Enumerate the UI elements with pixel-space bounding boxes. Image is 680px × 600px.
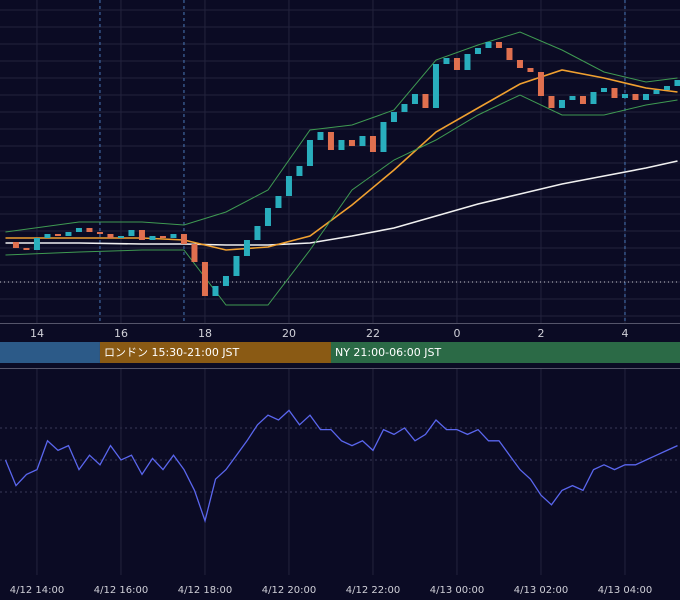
candle: [317, 132, 324, 140]
session-band: [99, 342, 331, 363]
candle: [138, 230, 145, 240]
x-tick-label: 4/12 18:00: [178, 585, 232, 596]
indicator-line: [5, 160, 678, 246]
candle: [390, 112, 397, 122]
candle: [191, 244, 198, 262]
candle: [369, 136, 376, 152]
x-tick-label: 18: [198, 327, 212, 340]
session-band: [330, 342, 680, 363]
candle: [348, 140, 355, 146]
candle: [264, 208, 271, 226]
candle: [411, 94, 418, 104]
session-label: NY 21:00-06:00 JST: [335, 346, 442, 359]
candle: [600, 88, 607, 92]
candle: [54, 234, 61, 236]
candle: [201, 262, 208, 296]
candle: [537, 72, 544, 96]
indicator-line: [5, 94, 678, 306]
candle: [590, 92, 597, 104]
candle: [117, 236, 124, 238]
candle: [233, 256, 240, 276]
candle: [527, 68, 534, 72]
x-tick-label: 4/12 22:00: [346, 585, 400, 596]
candle: [306, 140, 313, 166]
x-tick-label: 4/12 14:00: [10, 585, 64, 596]
x-tick-label: 20: [282, 327, 296, 340]
candle: [65, 232, 72, 236]
candle: [285, 176, 292, 196]
candle: [212, 286, 219, 296]
candle: [443, 58, 450, 64]
indicator-line: [5, 31, 678, 233]
candle: [485, 42, 492, 48]
candle: [432, 64, 439, 108]
candle: [569, 96, 576, 100]
candle: [621, 94, 628, 98]
x-tick-label: 14: [30, 327, 44, 340]
candle: [23, 248, 30, 250]
candle: [96, 232, 103, 234]
candle: [327, 132, 334, 150]
x-tick-label: 4/12 16:00: [94, 585, 148, 596]
x-tick-label: 4/13 00:00: [430, 585, 484, 596]
candle: [632, 94, 639, 100]
candle: [663, 86, 670, 90]
candle: [12, 242, 19, 248]
candle: [159, 236, 166, 238]
candle: [44, 234, 51, 238]
candle: [495, 42, 502, 48]
indicator-line: [5, 69, 678, 251]
candle: [548, 96, 555, 108]
candle: [359, 136, 366, 146]
candle: [296, 166, 303, 176]
candle: [422, 94, 429, 108]
candle: [474, 48, 481, 54]
x-tick-label: 4: [621, 327, 628, 340]
candle: [107, 234, 114, 238]
x-tick-label: 4/13 04:00: [598, 585, 652, 596]
candle: [33, 238, 40, 250]
candle: [453, 58, 460, 70]
x-tick-label: 22: [366, 327, 380, 340]
candle: [338, 140, 345, 150]
session-band: [0, 342, 100, 363]
oscillator-line: [4, 409, 678, 524]
candle: [516, 60, 523, 68]
candle: [674, 80, 680, 86]
candle: [243, 240, 250, 256]
candle: [642, 94, 649, 100]
candle: [180, 234, 187, 244]
session-label: ロンドン 15:30-21:00 JST: [104, 346, 240, 359]
candle: [170, 234, 177, 238]
candle: [579, 96, 586, 104]
candle: [401, 104, 408, 112]
x-tick-label: 4/13 02:00: [514, 585, 568, 596]
x-tick-label: 16: [114, 327, 128, 340]
candle: [75, 228, 82, 232]
x-tick-label: 2: [537, 327, 544, 340]
candle: [222, 276, 229, 286]
candle: [128, 230, 135, 236]
candle: [558, 100, 565, 108]
candle: [506, 48, 513, 60]
candle: [653, 90, 660, 94]
candle: [380, 122, 387, 152]
candle: [275, 196, 282, 208]
candle: [254, 226, 261, 240]
x-tick-label: 0: [453, 327, 460, 340]
candle: [149, 236, 156, 240]
candle: [464, 54, 471, 70]
x-tick-label: 4/12 20:00: [262, 585, 316, 596]
candle: [611, 88, 618, 98]
candle: [86, 228, 93, 232]
